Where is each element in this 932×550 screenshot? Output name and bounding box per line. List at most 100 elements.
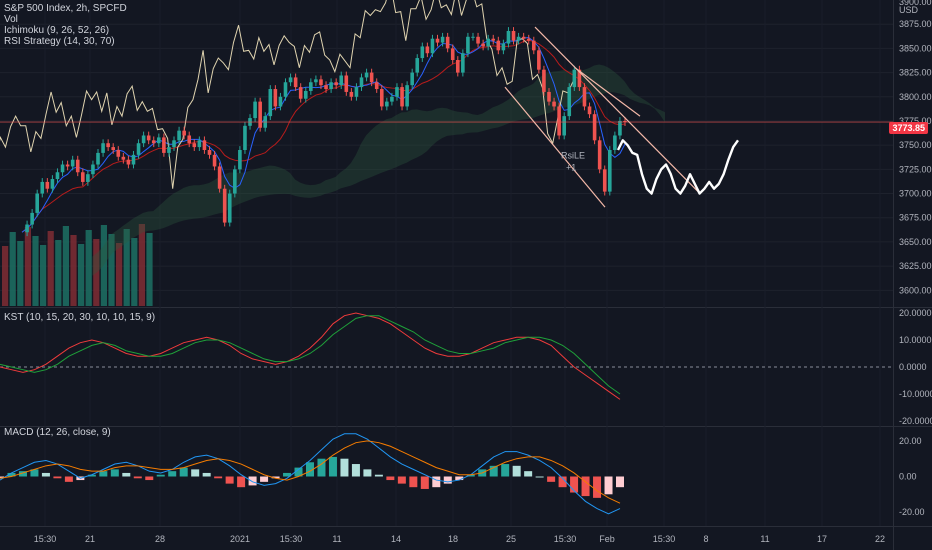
macd-histogram-bar <box>110 469 119 477</box>
candle-body <box>101 143 105 153</box>
price-tick-label: 3650.00 <box>899 237 932 247</box>
kst-series-line <box>0 312 621 400</box>
time-tick-label: 8 <box>703 534 708 544</box>
volume-bar <box>138 224 145 306</box>
candle-body <box>268 89 273 117</box>
price-tick-label: 3875.00 <box>899 19 932 29</box>
volume-bar <box>85 230 92 306</box>
candle-body <box>349 91 354 97</box>
candle-body <box>430 38 435 54</box>
candle-body <box>131 154 136 165</box>
candle-body <box>253 101 257 119</box>
macd-histogram-bar <box>271 476 280 479</box>
candle-body <box>283 82 288 97</box>
candle-body <box>425 46 430 54</box>
candle-body <box>374 82 379 90</box>
candle-body <box>303 90 308 99</box>
candle-body <box>172 140 176 148</box>
signal-annotation-sub: +1 <box>566 162 576 172</box>
kst-tick-label: 20.0000 <box>899 308 932 318</box>
kst-tick-label: 10.0000 <box>899 335 932 345</box>
macd-histogram-bar <box>248 476 257 486</box>
candle-body <box>420 46 425 59</box>
macd-histogram <box>0 456 624 498</box>
candle-body <box>192 143 197 148</box>
volume-bar <box>40 245 47 306</box>
candle-body <box>116 150 121 157</box>
candle-body <box>547 91 551 102</box>
candle-body <box>435 38 440 43</box>
macd-histogram-bar <box>616 476 624 488</box>
macd-histogram-bar <box>294 467 303 477</box>
candle-body <box>162 137 166 153</box>
candle-body <box>607 150 612 192</box>
candle-body <box>324 85 328 90</box>
macd-histogram-bar <box>443 476 452 484</box>
candle-body <box>385 101 389 107</box>
legend-rsi[interactable]: RSI Strategy (14, 30, 70) <box>4 36 115 47</box>
signal-annotation: RsiLE <box>561 151 585 161</box>
macd-histogram-bar <box>466 474 475 477</box>
macd-histogram-bar <box>512 465 521 477</box>
price-tick-label: 3850.00 <box>899 43 932 53</box>
time-tick-label: 15:30 <box>653 534 676 544</box>
candle-body <box>111 147 116 150</box>
price-tick-label: 3700.00 <box>899 189 932 199</box>
macd-histogram-bar <box>156 474 165 477</box>
candle-body <box>293 77 298 88</box>
candle-body <box>278 96 283 107</box>
candle-body <box>25 224 29 233</box>
kst-tick-label: 0.0000 <box>899 362 927 372</box>
candle-body <box>531 40 536 51</box>
candle-body <box>136 143 141 155</box>
macd-histogram-bar <box>145 476 154 481</box>
price-tick-label: 3750.00 <box>899 140 932 150</box>
volume-bar <box>9 232 16 306</box>
time-tick-label: 18 <box>448 534 458 544</box>
time-tick-label: 2021 <box>230 534 250 544</box>
candle-body <box>329 82 333 90</box>
candle-body <box>70 159 75 167</box>
macd-histogram-bar <box>386 476 395 481</box>
macd-tick-label: 0.00 <box>899 472 917 482</box>
candle-body <box>146 135 151 141</box>
candle-body <box>222 188 227 223</box>
macd-histogram-bar <box>570 476 579 493</box>
time-tick-label: 15:30 <box>554 534 577 544</box>
candle-body <box>395 87 399 97</box>
volume-bar <box>55 240 62 306</box>
macd-histogram-bar <box>455 476 464 481</box>
kst-series-line <box>0 315 621 395</box>
trendline-upper <box>534 26 701 194</box>
macd-histogram-bar <box>214 476 223 479</box>
candle-body <box>157 137 161 144</box>
candle-body <box>415 58 420 73</box>
candle-body <box>440 36 445 43</box>
legend-vol[interactable]: Vol <box>4 14 18 25</box>
candle-body <box>481 43 485 47</box>
macd-histogram-bar <box>191 469 200 477</box>
volume-bar <box>108 234 115 306</box>
kst-title[interactable]: KST (10, 15, 20, 30, 10, 10, 15, 9) <box>4 312 156 323</box>
candle-body <box>75 159 80 173</box>
macd-tick-label: -20.00 <box>899 507 925 517</box>
legend-ichimoku[interactable]: Ichimoku (9, 26, 52, 26) <box>4 25 110 36</box>
macd-histogram-bar <box>30 469 39 477</box>
trendline-lower <box>504 86 606 208</box>
candle-body <box>314 79 318 83</box>
macd-series-line <box>0 440 621 504</box>
macd-histogram-bar <box>397 476 406 484</box>
volume-bar <box>2 246 9 306</box>
macd-histogram-bar <box>547 476 556 482</box>
candle-body <box>466 36 470 54</box>
candle-body <box>516 36 521 41</box>
macd-title[interactable]: MACD (12, 26, close, 9) <box>4 427 111 438</box>
ichimoku-cloud <box>92 64 665 276</box>
macd-histogram-bar <box>328 456 337 477</box>
candle-body <box>81 172 85 182</box>
candle-body <box>238 150 242 170</box>
price-tick-label: 3775.00 <box>899 116 932 126</box>
candle-body <box>30 212 34 225</box>
candle-body <box>212 154 217 167</box>
